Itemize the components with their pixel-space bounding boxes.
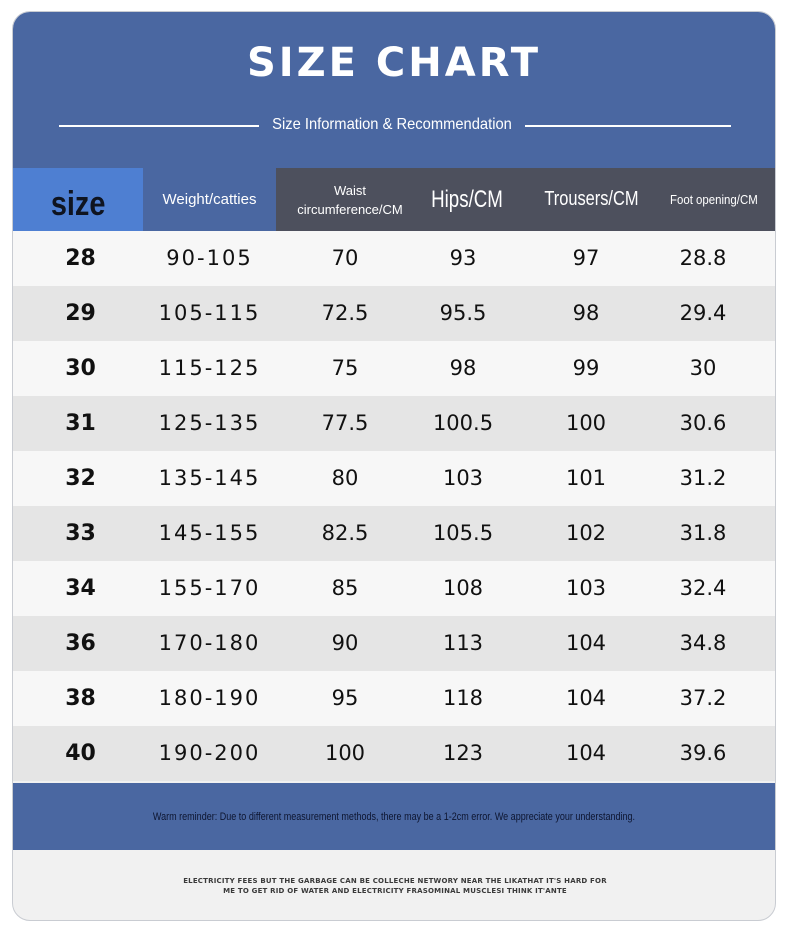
header-label-waist: Waist circumference/CM <box>297 181 402 219</box>
header-label-hips: Hips/CM <box>431 185 503 213</box>
cell-hips: 113 <box>442 631 484 655</box>
cell-foot: 32.4 <box>679 576 727 600</box>
cell-size: 33 <box>65 521 96 546</box>
cell-waist: 95 <box>331 686 359 710</box>
header-cell-waist: Waist circumference/CM <box>276 168 424 231</box>
cell-foot: 39.6 <box>679 741 727 765</box>
divider-left <box>59 125 259 127</box>
cell-waist: 77.5 <box>321 411 369 435</box>
cell-foot: 30 <box>689 356 717 380</box>
cell-waist: 100 <box>324 741 366 765</box>
cell-waist: 80 <box>331 466 359 490</box>
cell-weight: 145-155 <box>158 521 261 545</box>
header-cell-weight: Weight/catties <box>143 168 276 231</box>
cell-weight: 190-200 <box>158 741 261 765</box>
table-body: 28 90-105 70 93 97 28.8 29 105-115 72.5 … <box>13 231 775 781</box>
header-label-size: size <box>50 185 106 223</box>
cell-hips: 108 <box>442 576 484 600</box>
header-cell-trousers: Trousers/CM <box>521 168 661 231</box>
cell-hips: 118 <box>442 686 484 710</box>
cell-foot: 34.8 <box>679 631 727 655</box>
header-cell-size: size <box>13 168 143 231</box>
cell-weight: 170-180 <box>158 631 261 655</box>
cell-weight: 180-190 <box>158 686 261 710</box>
table-row: 36 170-180 90 113 104 34.8 <box>13 616 775 671</box>
cell-foot: 29.4 <box>679 301 727 325</box>
cell-waist: 75 <box>331 356 359 380</box>
cell-trousers: 104 <box>565 741 607 765</box>
reminder-banner: Warm reminder: Due to different measurem… <box>13 783 775 850</box>
cell-trousers: 101 <box>565 466 607 490</box>
header-banner: SIZE CHART Size Information & Recommenda… <box>13 12 775 168</box>
cell-size: 34 <box>65 576 96 601</box>
cell-waist: 90 <box>331 631 359 655</box>
header-label-foot: Foot opening/CM <box>670 192 758 207</box>
cell-size: 29 <box>65 301 96 326</box>
cell-hips: 123 <box>442 741 484 765</box>
cell-weight: 155-170 <box>158 576 261 600</box>
footer-note-line1: ELECTRICITY FEES BUT THE GARBAGE CAN BE … <box>183 877 607 885</box>
cell-trousers: 100 <box>565 411 607 435</box>
table-row: 28 90-105 70 93 97 28.8 <box>13 231 775 286</box>
cell-foot: 31.8 <box>679 521 727 545</box>
cell-size: 28 <box>65 246 96 271</box>
divider-right <box>525 125 731 127</box>
cell-waist: 70 <box>331 246 359 270</box>
table-row: 38 180-190 95 118 104 37.2 <box>13 671 775 726</box>
cell-trousers: 97 <box>572 246 600 270</box>
cell-foot: 31.2 <box>679 466 727 490</box>
table-header: size Weight/catties Waist circumference/… <box>13 168 775 231</box>
cell-hips: 105.5 <box>432 521 494 545</box>
header-group-measurements <box>276 168 775 231</box>
cell-foot: 30.6 <box>679 411 727 435</box>
cell-size: 38 <box>65 686 96 711</box>
cell-waist: 82.5 <box>321 521 369 545</box>
cell-size: 30 <box>65 356 96 381</box>
cell-trousers: 99 <box>572 356 600 380</box>
cell-size: 31 <box>65 411 96 436</box>
size-chart-card: SIZE CHART Size Information & Recommenda… <box>12 11 776 921</box>
table-row: 30 115-125 75 98 99 30 <box>13 341 775 396</box>
table-row: 40 190-200 100 123 104 39.6 <box>13 726 775 781</box>
cell-weight: 135-145 <box>158 466 261 490</box>
header-label-weight: Weight/catties <box>162 191 257 208</box>
table-row: 31 125-135 77.5 100.5 100 30.6 <box>13 396 775 451</box>
cell-size: 40 <box>65 741 96 766</box>
cell-hips: 103 <box>442 466 484 490</box>
page-subtitle: Size Information & Recommendation <box>272 116 512 133</box>
header-cell-foot: Foot opening/CM <box>651 168 775 231</box>
cell-size: 32 <box>65 466 96 491</box>
table-row: 29 105-115 72.5 95.5 98 29.4 <box>13 286 775 341</box>
cell-weight: 90-105 <box>166 246 253 270</box>
cell-trousers: 104 <box>565 631 607 655</box>
header-label-waist-line2: circumference/CM <box>297 201 403 217</box>
cell-hips: 95.5 <box>439 301 487 325</box>
cell-hips: 100.5 <box>432 411 494 435</box>
header-cell-hips: Hips/CM <box>407 168 527 231</box>
warm-reminder-text: Warm reminder: Due to different measurem… <box>152 810 636 823</box>
cell-waist: 85 <box>331 576 359 600</box>
header-label-trousers: Trousers/CM <box>543 188 639 210</box>
cell-size: 36 <box>65 631 96 656</box>
cell-waist: 72.5 <box>321 301 369 325</box>
page-title: SIZE CHART <box>246 40 542 86</box>
cell-trousers: 98 <box>572 301 600 325</box>
cell-trousers: 103 <box>565 576 607 600</box>
table-row: 33 145-155 82.5 105.5 102 31.8 <box>13 506 775 561</box>
table-row: 32 135-145 80 103 101 31.2 <box>13 451 775 506</box>
footer-note-line2: ME TO GET RID OF WATER AND ELECTRICITY F… <box>223 887 567 895</box>
table-row: 34 155-170 85 108 103 32.4 <box>13 561 775 616</box>
cell-weight: 125-135 <box>158 411 261 435</box>
cell-foot: 37.2 <box>679 686 727 710</box>
cell-hips: 93 <box>449 246 477 270</box>
cell-foot: 28.8 <box>679 246 727 270</box>
cell-trousers: 102 <box>565 521 607 545</box>
header-label-waist-line1: Waist <box>333 182 367 198</box>
cell-trousers: 104 <box>565 686 607 710</box>
cell-hips: 98 <box>449 356 477 380</box>
footer-note: ELECTRICITY FEES BUT THE GARBAGE CAN BE … <box>133 876 657 896</box>
cell-weight: 105-115 <box>158 301 261 325</box>
cell-weight: 115-125 <box>158 356 261 380</box>
